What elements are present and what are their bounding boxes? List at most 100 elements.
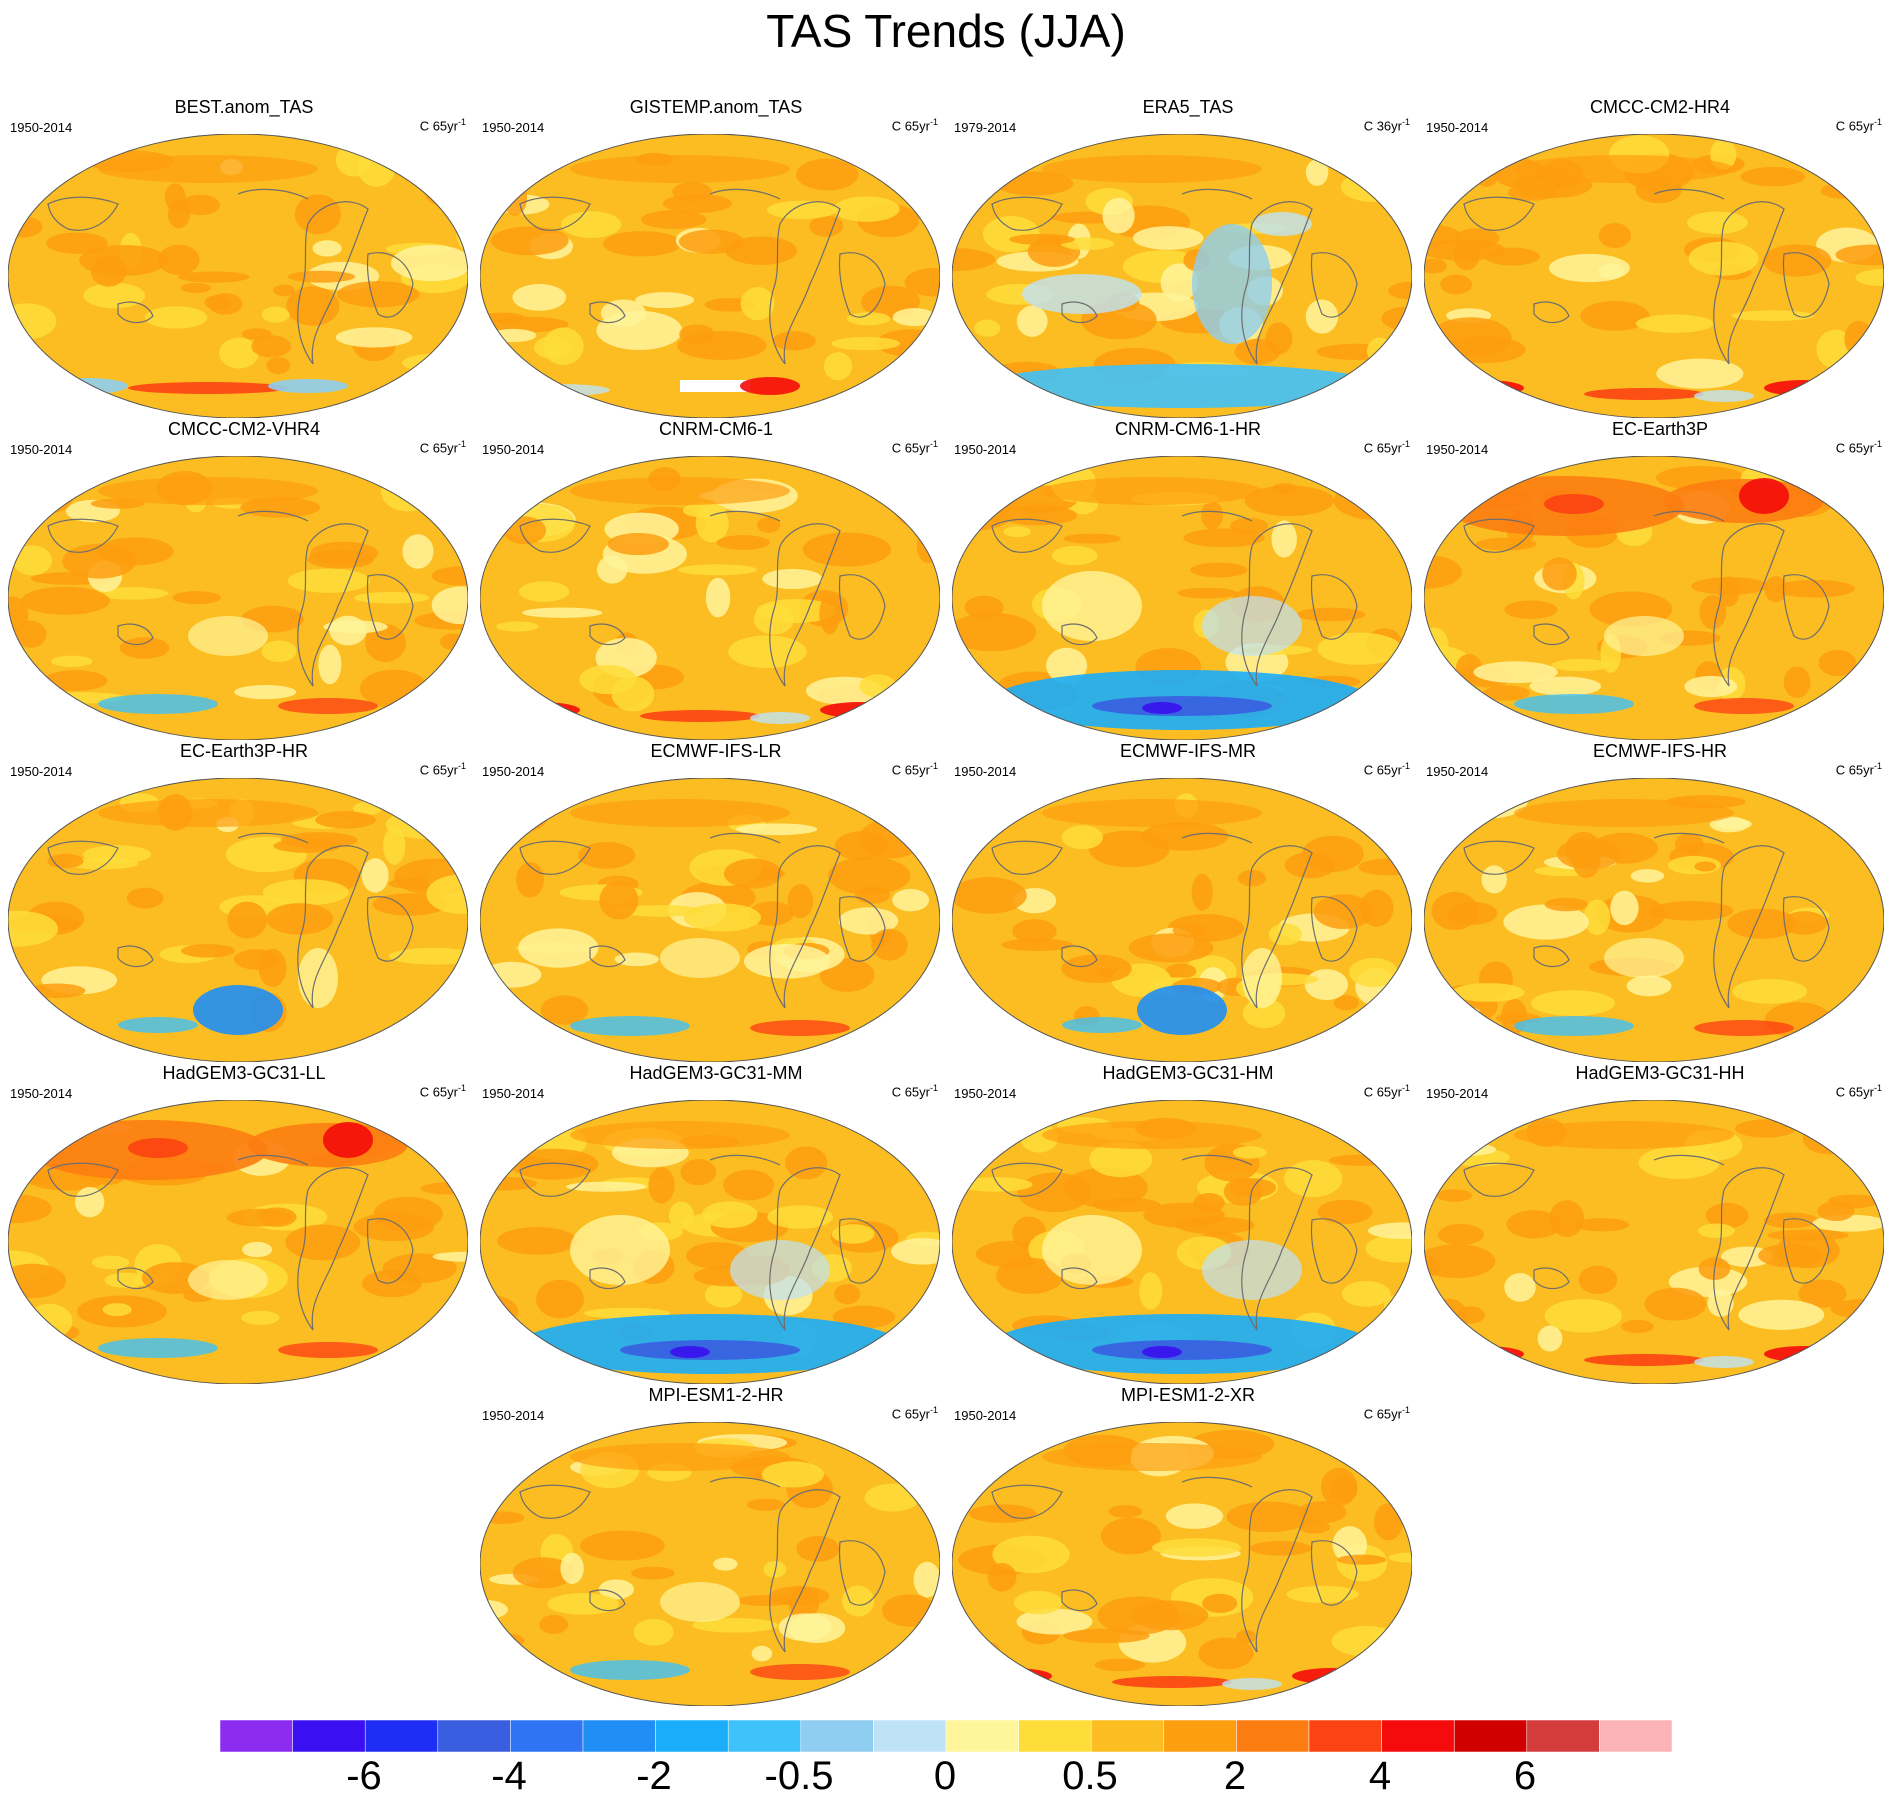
map-robinson (480, 134, 940, 418)
panel-units: C 65yr-1 (1835, 439, 1882, 456)
map-panel: HadGEM3-GC31-HM 1950-2014 C 65yr-1 (952, 1062, 1424, 1388)
figure-title: TAS Trends (JJA) (766, 5, 1126, 57)
panel-units: C 65yr-1 (891, 117, 938, 134)
colorbar-swatch (727, 1720, 802, 1752)
map-robinson (952, 1100, 1412, 1384)
map-robinson (952, 456, 1412, 740)
panel-units: C 65yr-1 (1835, 761, 1882, 778)
colorbar (220, 1720, 1672, 1752)
map-robinson (1424, 456, 1884, 740)
panel-units: C 65yr-1 (419, 1083, 466, 1100)
map-panel: ECMWF-IFS-LR 1950-2014 C 65yr-1 (480, 740, 952, 1066)
colorbar-tick-label: 4 (1368, 1754, 1392, 1798)
panel-units: C 65yr-1 (1363, 439, 1410, 456)
panel-title: EC-Earth3P (1611, 419, 1709, 439)
panel-title: EC-Earth3P-HR (179, 741, 309, 761)
panel-period: 1950-2014 (1426, 1086, 1489, 1101)
panel-title: ERA5_TAS (1142, 97, 1234, 117)
map-panel: MPI-ESM1-2-XR 1950-2014 C 65yr-1 (952, 1384, 1424, 1710)
panel-period: 1950-2014 (482, 764, 545, 779)
colorbar-swatch (510, 1720, 584, 1752)
map-panel: GISTEMP.anom_TAS 1950-2014 C 65yr-1 (480, 96, 952, 422)
colorbar-tick-label: -2 (636, 1754, 672, 1798)
panel-title: BEST.anom_TAS (174, 97, 314, 117)
map-robinson (480, 456, 940, 740)
colorbar-swatch (1526, 1720, 1600, 1752)
panel-period: 1950-2014 (10, 1086, 73, 1101)
colorbar-swatch (873, 1720, 947, 1752)
map-robinson (480, 1100, 940, 1384)
panel-units: C 65yr-1 (419, 117, 466, 134)
map-panel: MPI-ESM1-2-HR 1950-2014 C 65yr-1 (480, 1384, 952, 1710)
panel-period: 1950-2014 (10, 764, 73, 779)
panel-title: CNRM-CM6-1-HR (1115, 419, 1261, 439)
panel-title: ECMWF-IFS-HR (1593, 741, 1727, 761)
colorbar-swatch (1453, 1720, 1528, 1752)
map-robinson (480, 1422, 940, 1706)
colorbar-tick-label: 2 (1223, 1754, 1247, 1798)
colorbar-swatch (945, 1720, 1019, 1752)
panel-units: C 65yr-1 (1363, 1083, 1410, 1100)
panel-period: 1950-2014 (482, 442, 545, 457)
colorbar-tick-label: 6 (1513, 1754, 1537, 1798)
map-panel: CMCC-CM2-HR4 1950-2014 C 65yr-1 (1424, 96, 1892, 422)
panel-title: HadGEM3-GC31-LL (162, 1063, 326, 1083)
panel-title: HadGEM3-GC31-MM (629, 1063, 803, 1083)
colorbar-swatch (655, 1720, 729, 1752)
panel-units: C 65yr-1 (1363, 1405, 1410, 1422)
colorbar-swatch (1090, 1720, 1165, 1752)
colorbar-swatch (292, 1720, 366, 1752)
colorbar-tick-label: 0.5 (1062, 1754, 1118, 1798)
panel-title: ECMWF-IFS-LR (650, 741, 782, 761)
colorbar-swatch (437, 1720, 511, 1752)
panel-units: C 65yr-1 (891, 1405, 938, 1422)
colorbar-swatch (800, 1720, 874, 1752)
panel-title: CMCC-CM2-HR4 (1590, 97, 1730, 117)
map-robinson (952, 778, 1412, 1062)
panel-title: ECMWF-IFS-MR (1120, 741, 1256, 761)
map-panel: CNRM-CM6-1 1950-2014 C 65yr-1 (480, 418, 952, 744)
map-panel: HadGEM3-GC31-LL 1950-2014 C 65yr-1 (8, 1062, 480, 1388)
map-robinson (1424, 134, 1884, 418)
map-robinson (1424, 778, 1884, 1062)
map-panel: BEST.anom_TAS 1950-2014 C 65yr-1 (8, 96, 480, 422)
panel-units: C 65yr-1 (419, 439, 466, 456)
map-robinson (8, 778, 468, 1062)
panel-title: MPI-ESM1-2-HR (648, 1385, 784, 1405)
panel-title: GISTEMP.anom_TAS (629, 97, 803, 117)
panel-period: 1950-2014 (954, 764, 1017, 779)
panel-title: HadGEM3-GC31-HH (1575, 1063, 1745, 1083)
colorbar-swatch (1018, 1720, 1092, 1752)
map-robinson (952, 134, 1412, 418)
panel-title: CMCC-CM2-VHR4 (168, 419, 320, 439)
panel-units: C 65yr-1 (891, 439, 938, 456)
panel-period: 1950-2014 (10, 442, 73, 457)
panel-units: C 65yr-1 (891, 761, 938, 778)
panel-period: 1950-2014 (954, 1086, 1017, 1101)
map-panel: EC-Earth3P-HR 1950-2014 C 65yr-1 (8, 740, 480, 1066)
colorbar-swatch (220, 1720, 293, 1752)
map-panel: ECMWF-IFS-HR 1950-2014 C 65yr-1 (1424, 740, 1892, 1066)
map-panel: HadGEM3-GC31-MM 1950-2014 C 65yr-1 (480, 1062, 952, 1388)
colorbar-swatch (1236, 1720, 1310, 1752)
panel-title: CNRM-CM6-1 (659, 419, 773, 439)
map-robinson (8, 134, 468, 418)
panel-units: C 65yr-1 (419, 761, 466, 778)
panel-period: 1950-2014 (1426, 764, 1489, 779)
panel-period: 1950-2014 (482, 1086, 545, 1101)
map-panel: HadGEM3-GC31-HH 1950-2014 C 65yr-1 (1424, 1062, 1892, 1388)
panel-period: 1950-2014 (1426, 120, 1489, 135)
map-panel: EC-Earth3P 1950-2014 C 65yr-1 (1424, 418, 1892, 744)
map-robinson (8, 456, 468, 740)
map-robinson (8, 1100, 468, 1384)
colorbar-tick-label: -0.5 (764, 1754, 834, 1798)
panel-title: MPI-ESM1-2-XR (1120, 1385, 1255, 1405)
colorbar-tick-label: 0 (933, 1754, 957, 1798)
panel-units: C 65yr-1 (1363, 761, 1410, 778)
map-panel: CMCC-CM2-VHR4 1950-2014 C 65yr-1 (8, 418, 480, 744)
map-robinson (952, 1422, 1412, 1706)
colorbar-swatch (1381, 1720, 1455, 1752)
panel-units: C 36yr-1 (1363, 117, 1410, 134)
map-robinson (480, 778, 940, 1062)
colorbar-swatch (582, 1720, 656, 1752)
